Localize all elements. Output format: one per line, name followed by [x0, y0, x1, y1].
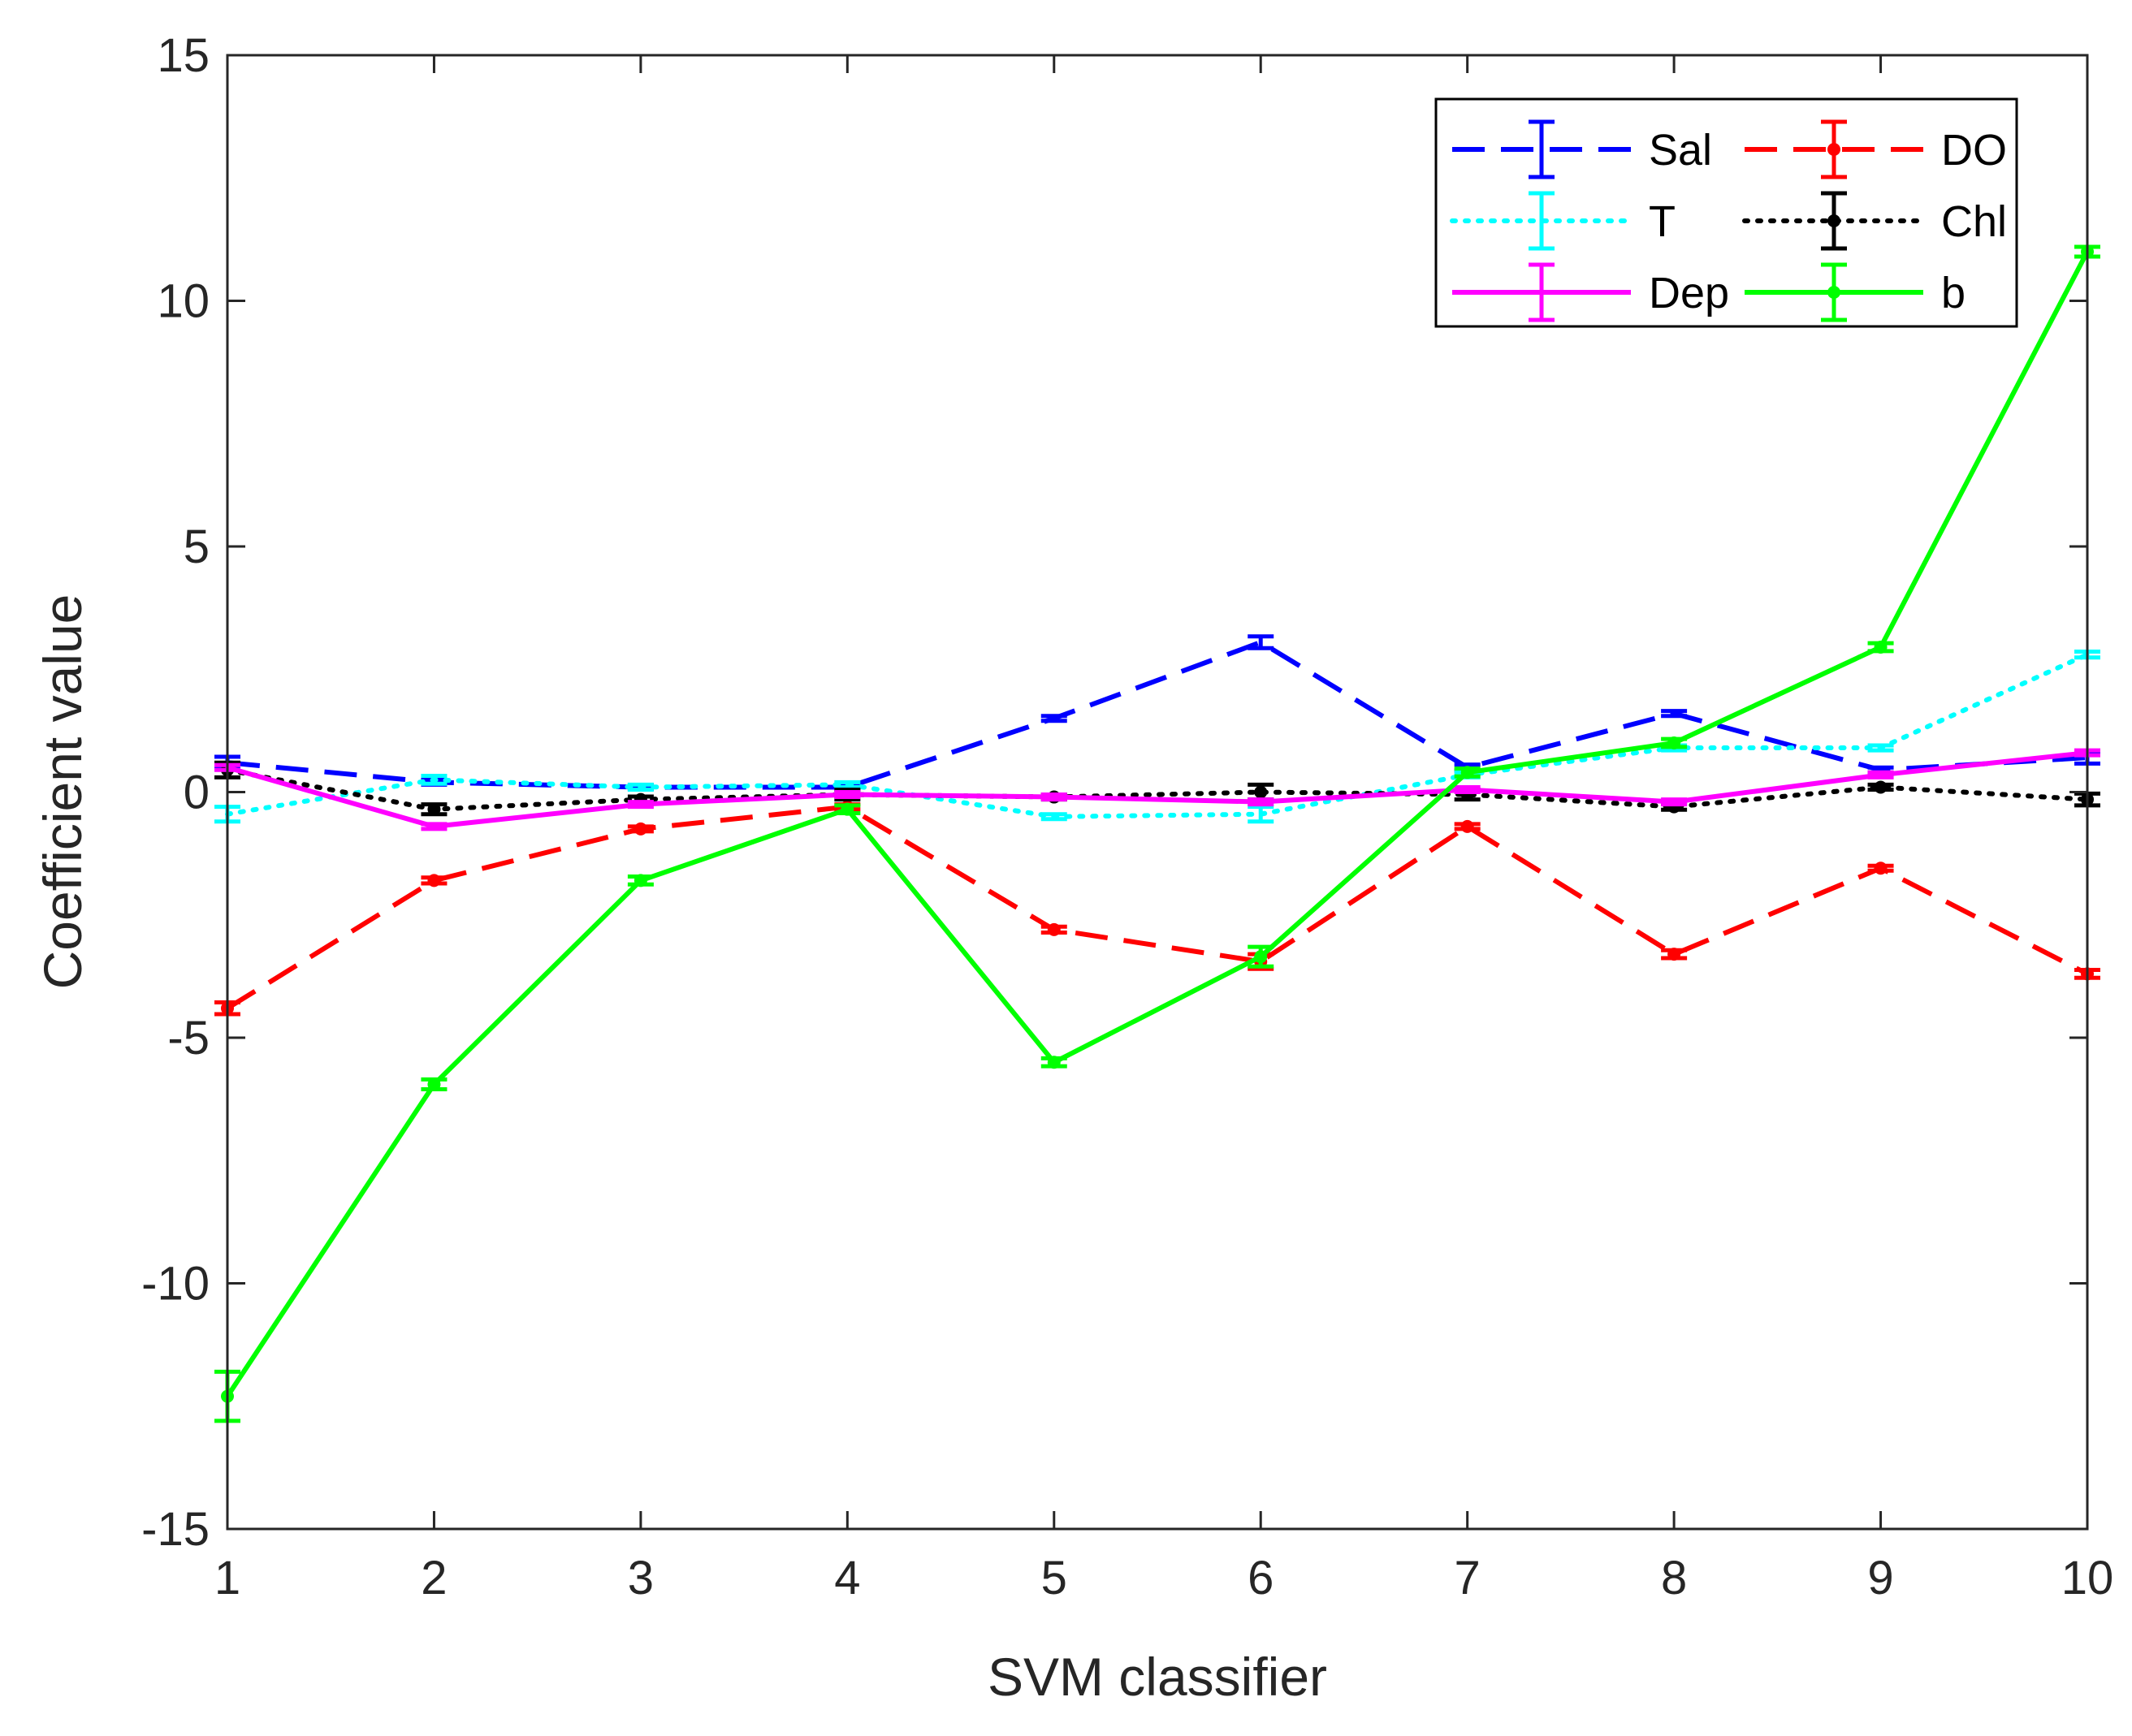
- legend-swatch-marker: [1827, 214, 1840, 227]
- series-line-t: [225, 652, 2090, 819]
- error-bar-dep: [1248, 797, 1274, 807]
- y-axis-label: Coefficient value: [32, 594, 93, 990]
- data-point-b: [634, 874, 647, 887]
- series-line-do: [226, 804, 2089, 1011]
- y-tick-label: 0: [184, 767, 210, 819]
- data-point-b: [1047, 1056, 1061, 1069]
- x-tick-label: 9: [1867, 1552, 1893, 1604]
- y-tick-label: 15: [157, 29, 210, 82]
- legend-box: [1434, 97, 2018, 328]
- series-line-chl: [225, 767, 2090, 812]
- error-bar-sal: [1040, 714, 1067, 723]
- error-bar-sal: [1661, 709, 1688, 719]
- data-point-b: [1667, 736, 1681, 749]
- x-tick-label: 8: [1661, 1552, 1687, 1604]
- error-bar-dep: [421, 822, 448, 831]
- data-point-chl: [1874, 780, 1888, 794]
- legend-item-chl: Chl: [1742, 191, 2007, 251]
- y-tick-label: -10: [141, 1258, 210, 1311]
- x-tick-label: 1: [214, 1552, 240, 1604]
- data-point-do: [1667, 948, 1681, 961]
- legend: Sal DO T Chl Dep b: [1434, 97, 2018, 328]
- x-tick-label: 5: [1041, 1552, 1067, 1604]
- data-point-b: [1254, 950, 1268, 964]
- y-tick-label: 10: [157, 275, 210, 328]
- y-tick-label: -15: [141, 1503, 210, 1556]
- error-bar-t: [627, 782, 654, 792]
- legend-swatch-marker: [1827, 286, 1840, 299]
- error-bar-t: [1040, 812, 1067, 822]
- legend-label-sal: Sal: [1649, 126, 1712, 175]
- x-tick-label: 4: [834, 1552, 860, 1604]
- legend-label-do: DO: [1941, 126, 2007, 175]
- legend-item-b: b: [1745, 262, 1966, 322]
- data-point-b: [1874, 641, 1888, 654]
- data-point-chl: [427, 802, 441, 816]
- y-tick-label: 5: [184, 520, 210, 573]
- legend-item-dep: Dep: [1452, 262, 1729, 322]
- data-point-b: [1460, 766, 1474, 779]
- error-bar-t: [1867, 743, 1894, 753]
- error-bar-dep: [1454, 784, 1481, 794]
- error-bar-dep: [1040, 792, 1067, 802]
- legend-label-chl: Chl: [1941, 197, 2007, 246]
- x-tick-label: 2: [421, 1552, 447, 1604]
- legend-label-b: b: [1941, 269, 1966, 317]
- legend-item-do: DO: [1745, 119, 2007, 179]
- error-bar-t: [421, 774, 448, 786]
- x-tick-label: 10: [2061, 1552, 2114, 1604]
- series-b: [214, 244, 2100, 1423]
- error-bar-t: [1248, 805, 1274, 824]
- series-line-b: [225, 250, 2090, 1398]
- legend-label-t: T: [1649, 197, 1676, 246]
- error-bar-dep: [834, 790, 861, 800]
- error-bar-t: [834, 779, 861, 789]
- x-tick-label: 7: [1455, 1552, 1481, 1604]
- series-line-dep: [227, 750, 2088, 829]
- legend-item-t: T: [1450, 191, 1676, 251]
- data-point-chl: [1254, 785, 1268, 799]
- data-point-b: [841, 802, 854, 816]
- data-point-do: [1460, 819, 1474, 833]
- data-point-do: [1047, 922, 1061, 936]
- series-layer: [214, 244, 2100, 1423]
- error-bar-dep: [1867, 770, 1894, 779]
- legend-item-sal: Sal: [1452, 119, 1712, 179]
- error-bar-dep: [627, 800, 654, 810]
- data-point-do: [634, 822, 647, 836]
- x-tick-label: 6: [1248, 1552, 1274, 1604]
- legend-swatch-marker: [1827, 143, 1840, 156]
- data-point-do: [1874, 862, 1888, 875]
- data-point-do: [427, 874, 441, 887]
- axis-ticks: 1 2 3 4 5 6 7 8 9 10 -15 -10 -5 0 5 10 15: [141, 29, 2113, 1604]
- x-axis-label: SVM classifier: [988, 1647, 1327, 1707]
- data-point-b: [427, 1077, 441, 1091]
- y-tick-label: -5: [167, 1012, 210, 1064]
- error-bar-dep: [1661, 797, 1688, 807]
- x-tick-label: 3: [628, 1552, 654, 1604]
- legend-label-dep: Dep: [1649, 269, 1729, 317]
- error-bar-sal: [1248, 634, 1274, 650]
